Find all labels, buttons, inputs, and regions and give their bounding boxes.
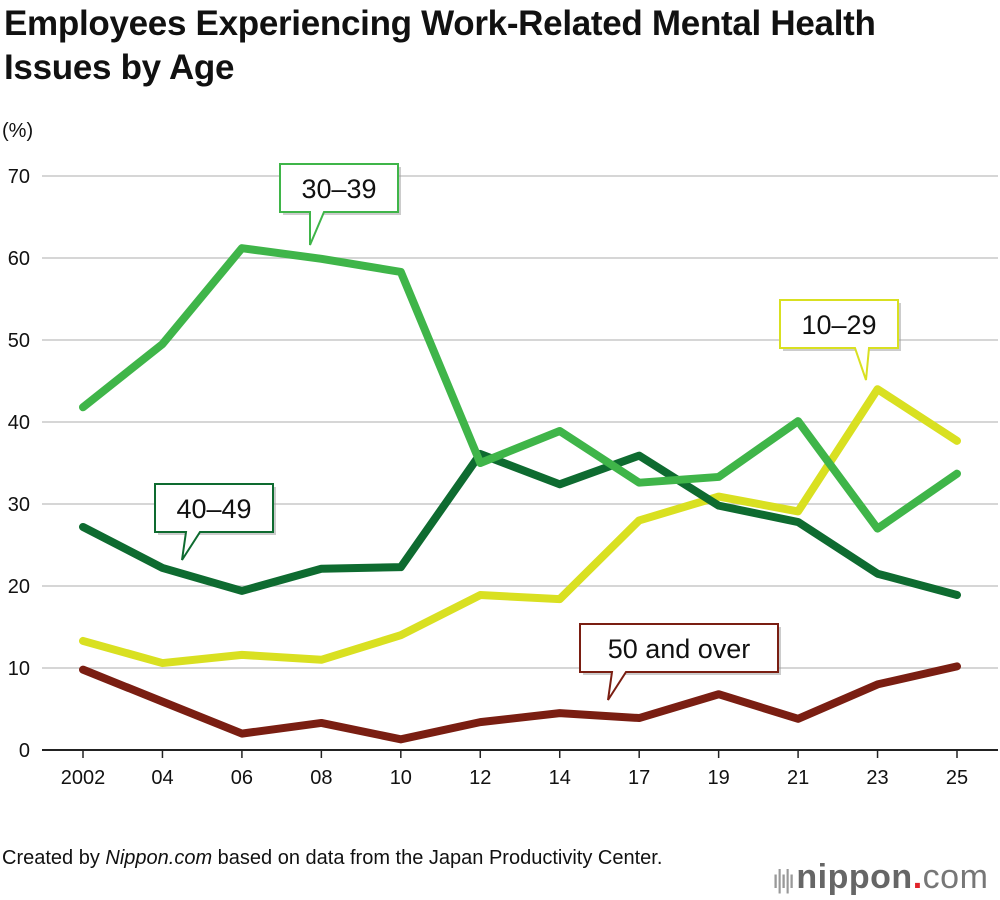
logo-dot: . — [912, 858, 923, 896]
series-line-2 — [79, 385, 961, 668]
series-label: 10–29 — [801, 310, 876, 340]
x-tick-label: 19 — [708, 767, 730, 789]
callout-box — [579, 623, 779, 701]
x-tick-label: 2002 — [61, 767, 106, 789]
y-tick-label: 60 — [8, 248, 30, 270]
x-tick-label: 25 — [946, 767, 968, 789]
credit-site: Nippon.com — [105, 847, 213, 869]
sound-wave-icon: ı|ı|ı — [772, 864, 797, 894]
callout-box — [779, 299, 899, 381]
y-axis-label: (%) — [2, 120, 34, 142]
x-tick-label: 21 — [787, 767, 809, 789]
logo-tld: com — [922, 858, 989, 896]
callout-box — [279, 163, 399, 246]
credit-suffix: based on data from the Japan Productivit… — [212, 847, 663, 869]
callout-box — [154, 483, 274, 561]
x-tick-label: 23 — [866, 767, 888, 789]
series-line-3 — [79, 662, 961, 744]
chart-title: Employees Experiencing Work-Related Ment… — [4, 4, 876, 87]
y-tick-label: 10 — [8, 658, 30, 680]
source-credit: Created by Nippon.com based on data from… — [2, 845, 662, 872]
y-tick-label: 20 — [8, 576, 30, 598]
series-label: 30–39 — [301, 174, 376, 204]
series-label: 40–49 — [176, 494, 251, 524]
y-tick-label: 30 — [8, 494, 30, 516]
x-tick-label: 10 — [390, 767, 412, 789]
x-tick-label: 17 — [628, 767, 650, 789]
x-tick-label: 04 — [151, 767, 173, 789]
y-tick-label: 70 — [8, 166, 30, 188]
y-tick-label: 50 — [8, 330, 30, 352]
x-tick-label: 08 — [310, 767, 332, 789]
series-label: 50 and over — [608, 634, 751, 664]
series-line-1 — [79, 449, 961, 600]
logo-name: nippon — [796, 858, 913, 896]
nippon-logo: ı|ı|ı nippon.com — [772, 858, 988, 897]
x-tick-label: 12 — [469, 767, 491, 789]
x-tick-label: 14 — [549, 767, 571, 789]
series-line-0 — [79, 244, 961, 533]
y-tick-label: 40 — [8, 412, 30, 434]
credit-prefix: Created by — [2, 847, 106, 869]
x-tick-label: 06 — [231, 767, 253, 789]
y-tick-label: 0 — [19, 740, 30, 762]
